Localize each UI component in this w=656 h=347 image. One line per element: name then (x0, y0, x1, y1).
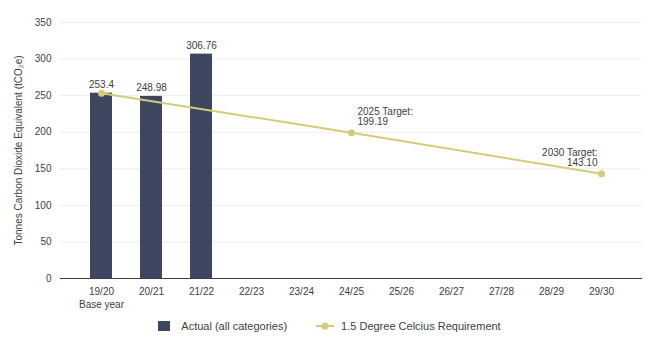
svg-text:20/21: 20/21 (139, 286, 164, 297)
svg-text:21/22: 21/22 (189, 286, 214, 297)
html-text:Actual (all categories): Actual (all categories) (181, 320, 288, 332)
svg-text:150: 150 (35, 163, 52, 174)
svg-text:50: 50 (40, 236, 52, 247)
svg-text:26/27: 26/27 (439, 286, 464, 297)
svg-text:24/25: 24/25 (339, 286, 364, 297)
svg-text:25/26: 25/26 (389, 286, 414, 297)
svg-text:2030 Target:143.10: 2030 Target:143.10 (542, 147, 598, 168)
svg-text:250: 250 (35, 90, 52, 101)
svg-text:100: 100 (35, 200, 52, 211)
svg-text:200: 200 (35, 126, 52, 137)
svg-text:2025 Target:199.19: 2025 Target:199.19 (358, 106, 413, 127)
svg-text:300: 300 (35, 53, 52, 64)
svg-text:27/28: 27/28 (489, 286, 514, 297)
svg-text:Tonnes Carbon Dioxide Equivale: Tonnes Carbon Dioxide Equivalent (tCO₂e) (13, 55, 24, 245)
svg-text:248.98: 248.98 (136, 82, 167, 93)
svg-text:28/29: 28/29 (539, 286, 564, 297)
svg-text:23/24: 23/24 (289, 286, 314, 297)
svg-text:22/23: 22/23 (239, 286, 264, 297)
svg-text:Base year: Base year (79, 299, 125, 310)
html-text:1.5 Degree Celcius Requirement: 1.5 Degree Celcius Requirement (341, 320, 501, 332)
svg-text:0: 0 (46, 273, 52, 284)
svg-text:19/20: 19/20 (89, 286, 114, 297)
svg-text:306.76: 306.76 (186, 40, 217, 51)
svg-text:29/30: 29/30 (589, 286, 614, 297)
svg-text:350: 350 (35, 17, 52, 28)
svg-text:253.4: 253.4 (89, 79, 114, 90)
